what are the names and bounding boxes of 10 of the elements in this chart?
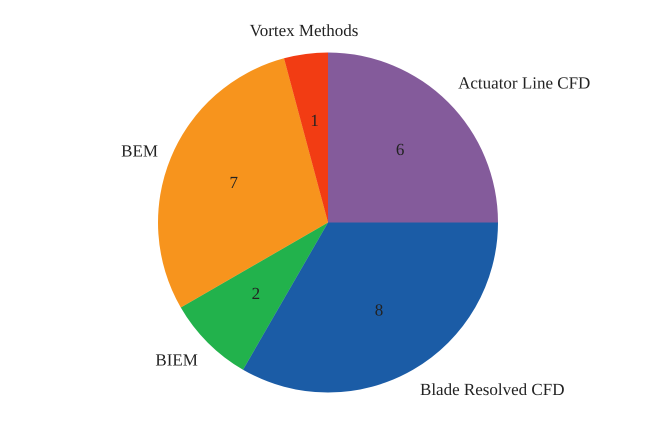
slice-label: BIEM [155,350,198,370]
data-label: 1 [310,110,319,130]
slice-label: BEM [121,142,158,161]
slice-label: Actuator Line CFD [458,73,590,92]
data-label: 2 [252,284,260,304]
data-label: 7 [230,172,239,192]
slice-label: Blade Resolved CFD [420,380,564,399]
data-label: 6 [396,140,404,159]
data-label: 8 [374,300,384,320]
slice-label: Vortex Methods [250,21,358,40]
